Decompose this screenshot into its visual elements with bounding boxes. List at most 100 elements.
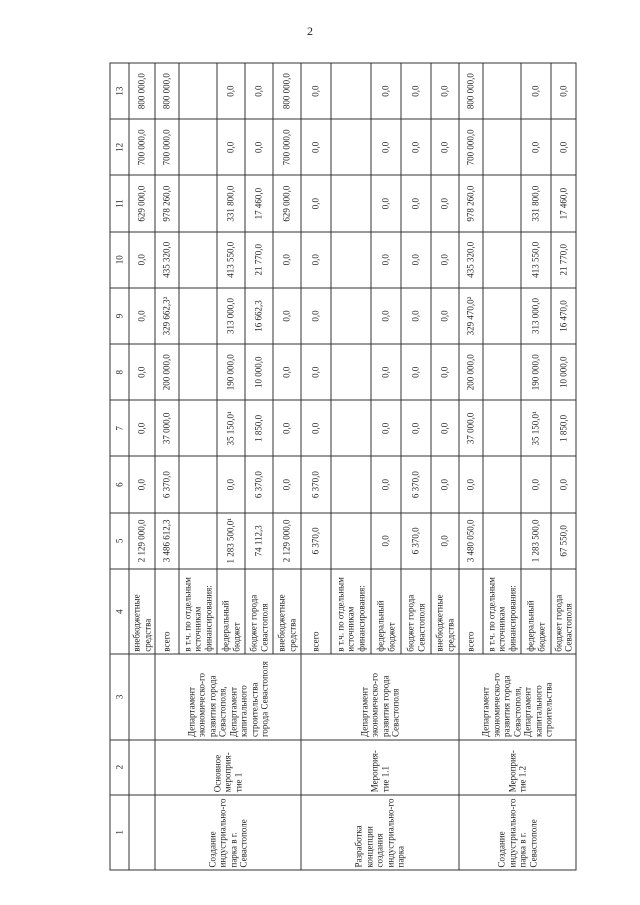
amount-cell: 6 370,0 [401, 512, 431, 569]
amount-cell: 313 000,0 [521, 287, 551, 345]
amount-cell: 0,0 [401, 119, 431, 176]
header-row: 1 2 3 4 5 6 7 8 9 10 11 12 13 [110, 63, 129, 870]
amount-cell: 1 850,0 [551, 400, 576, 457]
responsible-executor: Департамент экономическо-го развития гор… [155, 654, 301, 740]
amount-cell: 0,0 [431, 63, 459, 120]
amount-cell: 0,0 [301, 400, 331, 457]
amount-cell [179, 456, 217, 513]
amount-cell: 0,0 [301, 344, 331, 401]
column-number: 6 [110, 456, 129, 513]
table-row: Создание индустриально-го парка в г. Сев… [459, 63, 576, 870]
amount-cell: 0,0 [431, 400, 459, 457]
column-number: 11 [110, 175, 129, 232]
amount-cell: 0,0 [217, 63, 245, 120]
amount-cell [483, 512, 521, 569]
funding-source: внебюджетные средства [129, 568, 155, 655]
amount-cell [179, 175, 217, 232]
amount-cell: 800 000,0 [273, 63, 301, 120]
rotated-table-container: 1 2 3 4 5 6 7 8 9 10 11 12 13 внебюджетные средства 2 … [110, 63, 585, 871]
amount-cell: 0,0 [371, 456, 401, 513]
activity-name: Создание индустриально-го парка в г. Сев… [459, 794, 576, 870]
amount-cell [331, 175, 371, 232]
amount-cell [483, 400, 521, 457]
amount-cell: 0,0 [273, 456, 301, 513]
amount-cell: 35 150,0¹ [521, 400, 551, 457]
amount-cell: 629 000,0 [129, 175, 155, 232]
amount-cell: 0,0 [301, 63, 331, 120]
activity-name: Разработка концепции создания индустриал… [301, 794, 459, 870]
funding-table: 1 2 3 4 5 6 7 8 9 10 11 12 13 внебюджетные средства 2 … [110, 63, 577, 871]
amount-cell: 37 000,0 [155, 400, 179, 457]
amount-cell: 21 770,0 [245, 231, 273, 288]
amount-cell [179, 287, 217, 345]
amount-cell: 16 662,3 [245, 287, 273, 345]
funding-source: всего [301, 568, 331, 655]
amount-cell: 413 550,0 [217, 231, 245, 288]
amount-cell: 190 000,0 [521, 344, 551, 401]
amount-cell: 6 370,0 [155, 456, 179, 513]
amount-cell: 3 480 050,0 [459, 512, 483, 569]
amount-cell: 3 486 612,3 [155, 512, 179, 569]
amount-cell: 0,0 [521, 63, 551, 120]
amount-cell: 0,0 [401, 400, 431, 457]
amount-cell [331, 63, 371, 120]
amount-cell [331, 119, 371, 176]
activity-number: Мероприя-тие 1.1 [301, 739, 459, 795]
amount-cell: 0,0 [401, 287, 431, 345]
activity-number: Основное мероприя-тие 1 [155, 739, 301, 795]
responsible-executor: Департамент экономическо-го развития гор… [301, 654, 459, 740]
amount-cell: 313 000,0 [217, 287, 245, 345]
amount-cell: 1 850,0 [245, 400, 273, 457]
column-number: 13 [110, 63, 129, 120]
table-row: Разработка концепции создания индустриал… [301, 63, 459, 870]
funding-source: в т.ч. по отдельным источникам финансиро… [483, 568, 521, 655]
funding-source: бюджет города Севастополя [401, 568, 431, 655]
amount-cell [483, 231, 521, 288]
amount-cell: 329 470,0² [459, 287, 483, 345]
amount-cell: 2 129 000,0 [273, 512, 301, 569]
amount-cell [179, 512, 217, 569]
column-number: 10 [110, 231, 129, 288]
amount-cell [331, 400, 371, 457]
amount-cell: 0,0 [431, 287, 459, 345]
amount-cell: 0,0 [401, 344, 431, 401]
amount-cell: 16 470,0 [551, 287, 576, 345]
amount-cell: 0,0 [431, 231, 459, 288]
amount-cell: 17 460,0 [245, 175, 273, 232]
responsible-executor: Департамент экономическо-го развития гор… [459, 654, 576, 740]
amount-cell: 629 000,0 [273, 175, 301, 232]
amount-cell: 0,0 [371, 512, 401, 569]
funding-source: федеральный бюджет [521, 568, 551, 655]
amount-cell: 0,0 [301, 175, 331, 232]
amount-cell: 0,0 [431, 512, 459, 569]
amount-cell [331, 287, 371, 345]
amount-cell [179, 344, 217, 401]
amount-cell: 0,0 [551, 63, 576, 120]
funding-source: всего [155, 568, 179, 655]
amount-cell: 0,0 [245, 63, 273, 120]
amount-cell: 0,0 [521, 456, 551, 513]
amount-cell: 0,0 [273, 231, 301, 288]
amount-cell: 700 000,0 [155, 119, 179, 176]
funding-source: федеральный бюджет [217, 568, 245, 655]
amount-cell: 0,0 [217, 456, 245, 513]
column-number: 4 [110, 568, 129, 655]
column-number: 3 [110, 654, 129, 740]
amount-cell: 200 000,0 [155, 344, 179, 401]
amount-cell: 800 000,0 [459, 63, 483, 120]
amount-cell: 331 800,0 [217, 175, 245, 232]
amount-cell: 700 000,0 [459, 119, 483, 176]
amount-cell: 17 460,0 [551, 175, 576, 232]
amount-cell [331, 344, 371, 401]
amount-cell: 978 260,0 [459, 175, 483, 232]
table-row: внебюджетные средства 2 129 000,0 0,0 0,0 0,… [129, 63, 155, 870]
amount-cell: 0,0 [371, 63, 401, 120]
amount-cell: 200 000,0 [459, 344, 483, 401]
activity-name: Создание индустриально-го парка в г. Сев… [155, 794, 301, 870]
column-number: 1 [110, 794, 129, 870]
amount-cell [483, 344, 521, 401]
amount-cell [179, 119, 217, 176]
funding-source: внебюджетные средства [273, 568, 301, 655]
table-row: Создание индустриально-го парка в г. Сев… [155, 63, 301, 870]
amount-cell [179, 231, 217, 288]
